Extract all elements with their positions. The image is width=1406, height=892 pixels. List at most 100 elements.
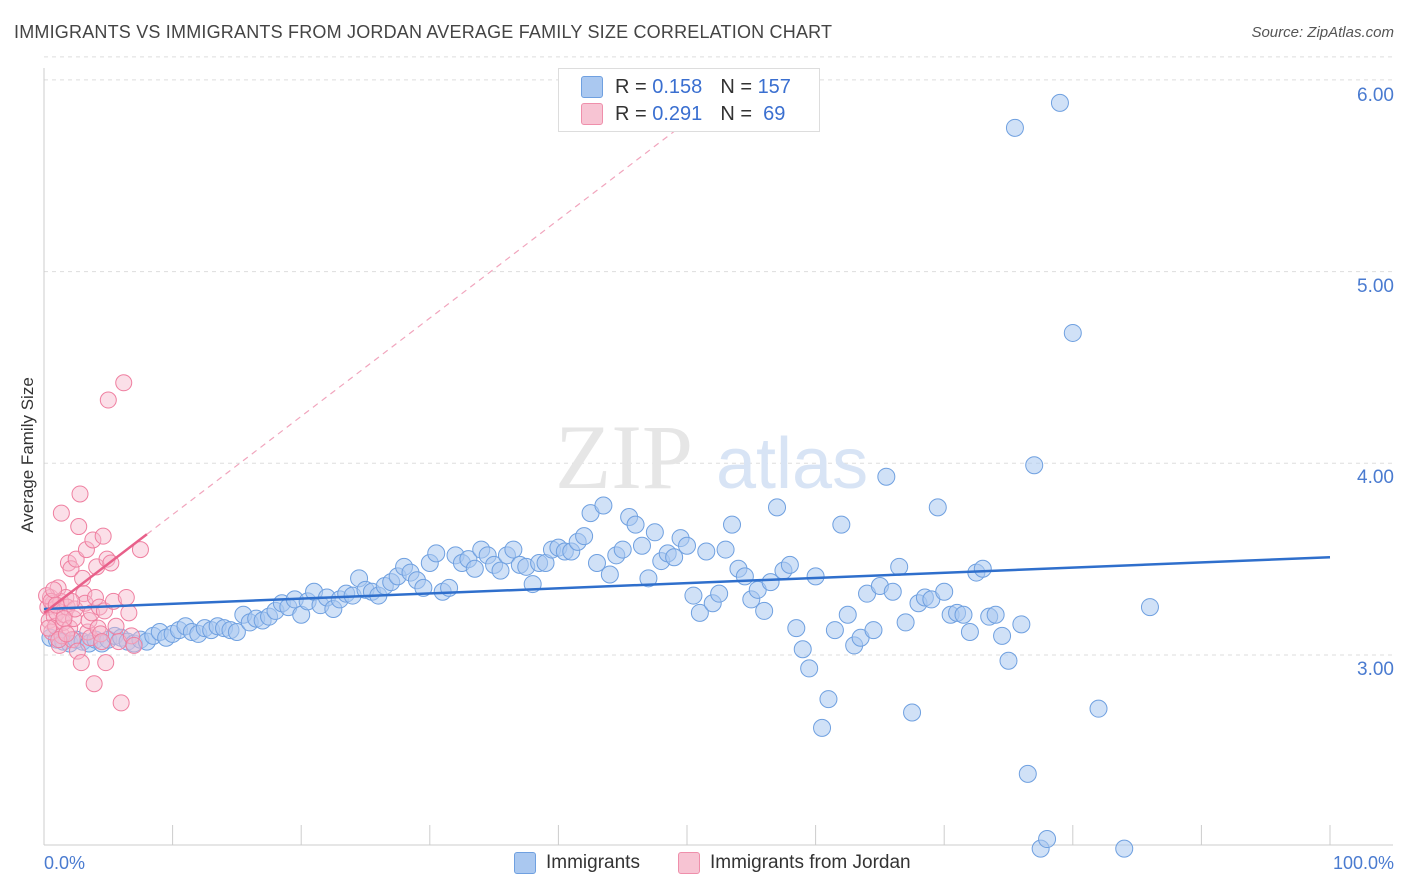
immigrants-point bbox=[825, 621, 844, 640]
y-tick-3: 3.00 bbox=[1357, 659, 1394, 680]
jordan-point bbox=[52, 504, 70, 522]
legend-swatch-blue bbox=[581, 76, 603, 98]
immigrants-point bbox=[710, 584, 729, 603]
immigrants-point bbox=[993, 626, 1012, 645]
immigrants-point bbox=[491, 561, 510, 580]
immigrants-point bbox=[935, 582, 954, 601]
immigrants-point bbox=[665, 548, 684, 567]
immigrants-point bbox=[780, 555, 799, 574]
immigrants-point bbox=[1115, 839, 1134, 858]
immigrants-point bbox=[465, 559, 484, 578]
jordan-point bbox=[120, 604, 138, 622]
jordan-trend-dashed bbox=[146, 121, 688, 535]
legend-n-value: 157 bbox=[757, 75, 791, 98]
immigrants-point bbox=[632, 536, 651, 555]
jordan-trend-extension bbox=[146, 121, 688, 535]
immigrants-point bbox=[973, 559, 992, 578]
immigrants-point bbox=[690, 603, 709, 622]
immigrants-point bbox=[864, 621, 883, 640]
immigrants-point bbox=[684, 586, 703, 605]
legend-swatch-pink bbox=[581, 103, 603, 125]
immigrants-point bbox=[896, 613, 915, 632]
axes bbox=[43, 68, 1393, 846]
immigrants-point bbox=[1050, 93, 1069, 112]
watermark-zip: ZIP bbox=[555, 406, 693, 508]
jordan-point bbox=[131, 541, 149, 559]
legend-r-value: 0.291 bbox=[652, 102, 703, 125]
immigrants-point bbox=[735, 567, 754, 586]
immigrants-point bbox=[587, 553, 606, 572]
jordan-point bbox=[85, 675, 103, 693]
watermark-atlas: atlas bbox=[716, 424, 868, 504]
immigrants-point bbox=[813, 718, 832, 737]
immigrants-point bbox=[639, 569, 658, 588]
jordan-point bbox=[94, 527, 112, 545]
immigrants-point bbox=[414, 578, 433, 597]
immigrants-point bbox=[877, 467, 896, 486]
immigrants-point bbox=[890, 557, 909, 576]
immigrants-point bbox=[1005, 118, 1024, 137]
x-tick-max: 100.0% bbox=[1332, 853, 1394, 873]
legend-jordan-label: Immigrants from Jordan bbox=[710, 852, 911, 873]
immigrants-point bbox=[954, 605, 973, 624]
correlation-legend: R = 0.158 N = 157 R = 0.291 N = 69 bbox=[558, 68, 820, 132]
immigrants-point bbox=[227, 622, 246, 641]
immigrants-point bbox=[1089, 699, 1108, 718]
legend-row-jordan: R = 0.291 N = 69 bbox=[581, 102, 786, 126]
immigrants-point bbox=[768, 498, 787, 517]
y-tick-4: 4.00 bbox=[1357, 467, 1394, 488]
legend-row-immigrants: R = 0.158 N = 157 bbox=[581, 75, 791, 99]
x-tick-min: 0.0% bbox=[44, 853, 86, 873]
immigrants-point bbox=[1018, 764, 1037, 783]
jordan-point bbox=[58, 625, 76, 643]
jordan-point bbox=[77, 541, 95, 559]
immigrants-point bbox=[1063, 323, 1082, 342]
y-axis-label: Average Family Size bbox=[18, 377, 37, 533]
jordan-point bbox=[84, 531, 102, 549]
immigrants-point bbox=[800, 659, 819, 678]
legend-n-label: N = bbox=[720, 102, 758, 125]
immigrants-point bbox=[613, 540, 632, 559]
immigrants-points bbox=[41, 93, 1159, 858]
immigrants-trend-line bbox=[43, 555, 1331, 611]
legend-jordan-swatch bbox=[678, 852, 700, 874]
legend-n-value: 69 bbox=[757, 102, 786, 125]
jordan-point bbox=[122, 627, 140, 645]
legend-immigrants: Immigrants bbox=[514, 852, 640, 874]
immigrants-point bbox=[678, 536, 696, 555]
watermark: ZIP atlas bbox=[555, 406, 868, 508]
jordan-point bbox=[117, 588, 135, 606]
jordan-point bbox=[63, 592, 81, 610]
immigrants-point bbox=[1012, 615, 1031, 634]
jordan-point bbox=[115, 374, 133, 392]
jordan-point bbox=[70, 518, 88, 536]
immigrants-point bbox=[600, 565, 619, 584]
y-tick-5: 5.00 bbox=[1357, 276, 1394, 297]
immigrants-point bbox=[928, 498, 947, 517]
jordan-point bbox=[40, 619, 58, 637]
jordan-points bbox=[38, 374, 149, 712]
jordan-point bbox=[112, 694, 130, 712]
jordan-point bbox=[71, 485, 89, 503]
legend-n-label: N = bbox=[720, 75, 758, 98]
legend-r-value: 0.158 bbox=[652, 75, 703, 98]
y-tick-6: 6.00 bbox=[1357, 85, 1394, 106]
legend-jordan: Immigrants from Jordan bbox=[678, 852, 911, 874]
jordan-point bbox=[125, 636, 143, 654]
immigrants-point bbox=[1038, 830, 1057, 849]
immigrants-point bbox=[838, 605, 857, 624]
immigrants-point bbox=[960, 622, 979, 641]
jordan-point bbox=[97, 654, 115, 672]
jordan-point bbox=[45, 581, 63, 599]
immigrants-point bbox=[626, 515, 645, 534]
trend-lines bbox=[43, 533, 1331, 614]
immigrants-point bbox=[819, 690, 838, 709]
jordan-point bbox=[62, 560, 80, 578]
immigrants-point bbox=[575, 527, 594, 546]
legend-r-label: R = bbox=[615, 102, 653, 125]
jordan-point bbox=[86, 588, 104, 606]
immigrants-point bbox=[697, 542, 716, 561]
jordan-point bbox=[55, 610, 73, 628]
jordan-point bbox=[99, 391, 117, 409]
